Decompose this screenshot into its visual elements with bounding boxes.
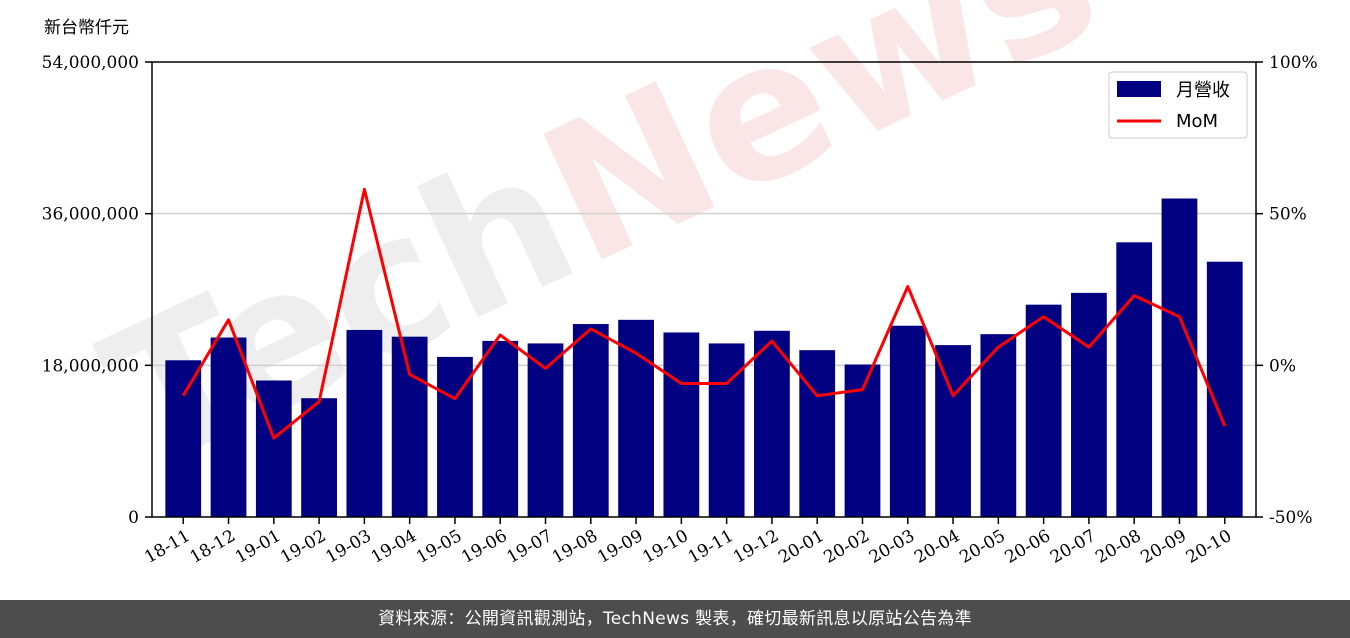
- x-tick-label: 19-02: [277, 526, 329, 568]
- bar-19-10: [663, 332, 700, 517]
- bar-19-08: [572, 324, 609, 517]
- bar-20-03: [889, 325, 926, 517]
- x-tick-label: 19-04: [368, 526, 420, 568]
- x-tick-label: 19-03: [322, 526, 374, 568]
- x-tick-label: 20-10: [1183, 526, 1235, 568]
- x-tick-label: 18-11: [141, 526, 193, 568]
- x-tick-label: 19-08: [549, 526, 601, 568]
- x-tick-label: 20-04: [911, 526, 963, 568]
- x-tick-label: 20-08: [1092, 526, 1144, 568]
- x-tick-label: 19-07: [504, 526, 556, 568]
- bar-19-07: [527, 343, 564, 517]
- chart-canvas: TechNews 018,000,00036,000,00054,000,000…: [42, 0, 1318, 568]
- legend-bar-swatch: [1117, 81, 1161, 97]
- x-tick-label: 19-11: [685, 526, 737, 568]
- bar-19-11: [708, 343, 745, 517]
- watermark-news: News: [512, 0, 1128, 307]
- legend-label-mom: MoM: [1176, 111, 1218, 132]
- source-footer: 資料來源：公開資訊觀測站，TechNews 製表，確切最新訊息以原站公告為準: [0, 600, 1350, 638]
- y-left-tick-label: 0: [128, 508, 139, 528]
- bar-20-01: [799, 350, 836, 517]
- x-tick-label: 20-09: [1138, 526, 1190, 568]
- legend-label-revenue: 月營收: [1176, 80, 1230, 101]
- x-tick-label: 20-06: [1002, 526, 1054, 568]
- bar-19-01: [255, 380, 292, 517]
- y-right-tick-label: 50%: [1269, 205, 1307, 225]
- mom-line: [181, 187, 1227, 440]
- y-unit-label: 新台幣仟元: [44, 18, 129, 38]
- y-left-tick-label: 18,000,000: [42, 356, 139, 376]
- x-tick-label: 20-02: [821, 526, 873, 568]
- x-tick-label: 20-05: [956, 526, 1008, 568]
- bar-19-06: [482, 340, 519, 517]
- x-tick-label: 20-03: [866, 526, 918, 568]
- x-tick-label: 20-07: [1047, 526, 1099, 568]
- plot-frame: [151, 61, 1257, 518]
- y-right-tick-label: 0%: [1269, 356, 1296, 376]
- line-series: [181, 187, 1227, 440]
- bar-20-05: [980, 334, 1017, 517]
- bar-19-03: [346, 329, 383, 517]
- y-right-tick-label: -50%: [1269, 508, 1313, 528]
- bar-18-12: [210, 337, 247, 517]
- y-left-tick-label: 36,000,000: [42, 205, 139, 225]
- x-tick-label: 19-01: [232, 526, 284, 568]
- bar-series: [165, 198, 1243, 517]
- bar-20-09: [1161, 198, 1198, 517]
- bar-20-06: [1025, 304, 1062, 517]
- x-tick-label: 19-05: [413, 526, 465, 568]
- bar-19-09: [618, 319, 654, 517]
- x-tick-label: 20-01: [775, 526, 827, 568]
- x-tick-label: 19-09: [594, 526, 646, 568]
- bar-18-11: [165, 360, 202, 517]
- x-tick-label: 19-10: [639, 526, 691, 568]
- x-tick-label: 19-12: [730, 526, 782, 568]
- bar-19-02: [301, 398, 337, 517]
- bar-20-08: [1116, 242, 1153, 517]
- bar-19-04: [391, 336, 428, 517]
- bar-19-12: [754, 330, 790, 517]
- x-tick-label: 18-12: [187, 526, 239, 568]
- bar-20-04: [935, 345, 971, 517]
- y-right-tick-label: 100%: [1269, 53, 1318, 73]
- y-left-tick-label: 54,000,000: [42, 53, 139, 73]
- bar-20-10: [1206, 261, 1243, 517]
- legend: 月營收 MoM: [1108, 71, 1248, 139]
- x-tick-label: 19-06: [458, 526, 510, 568]
- bar-20-07: [1071, 292, 1107, 517]
